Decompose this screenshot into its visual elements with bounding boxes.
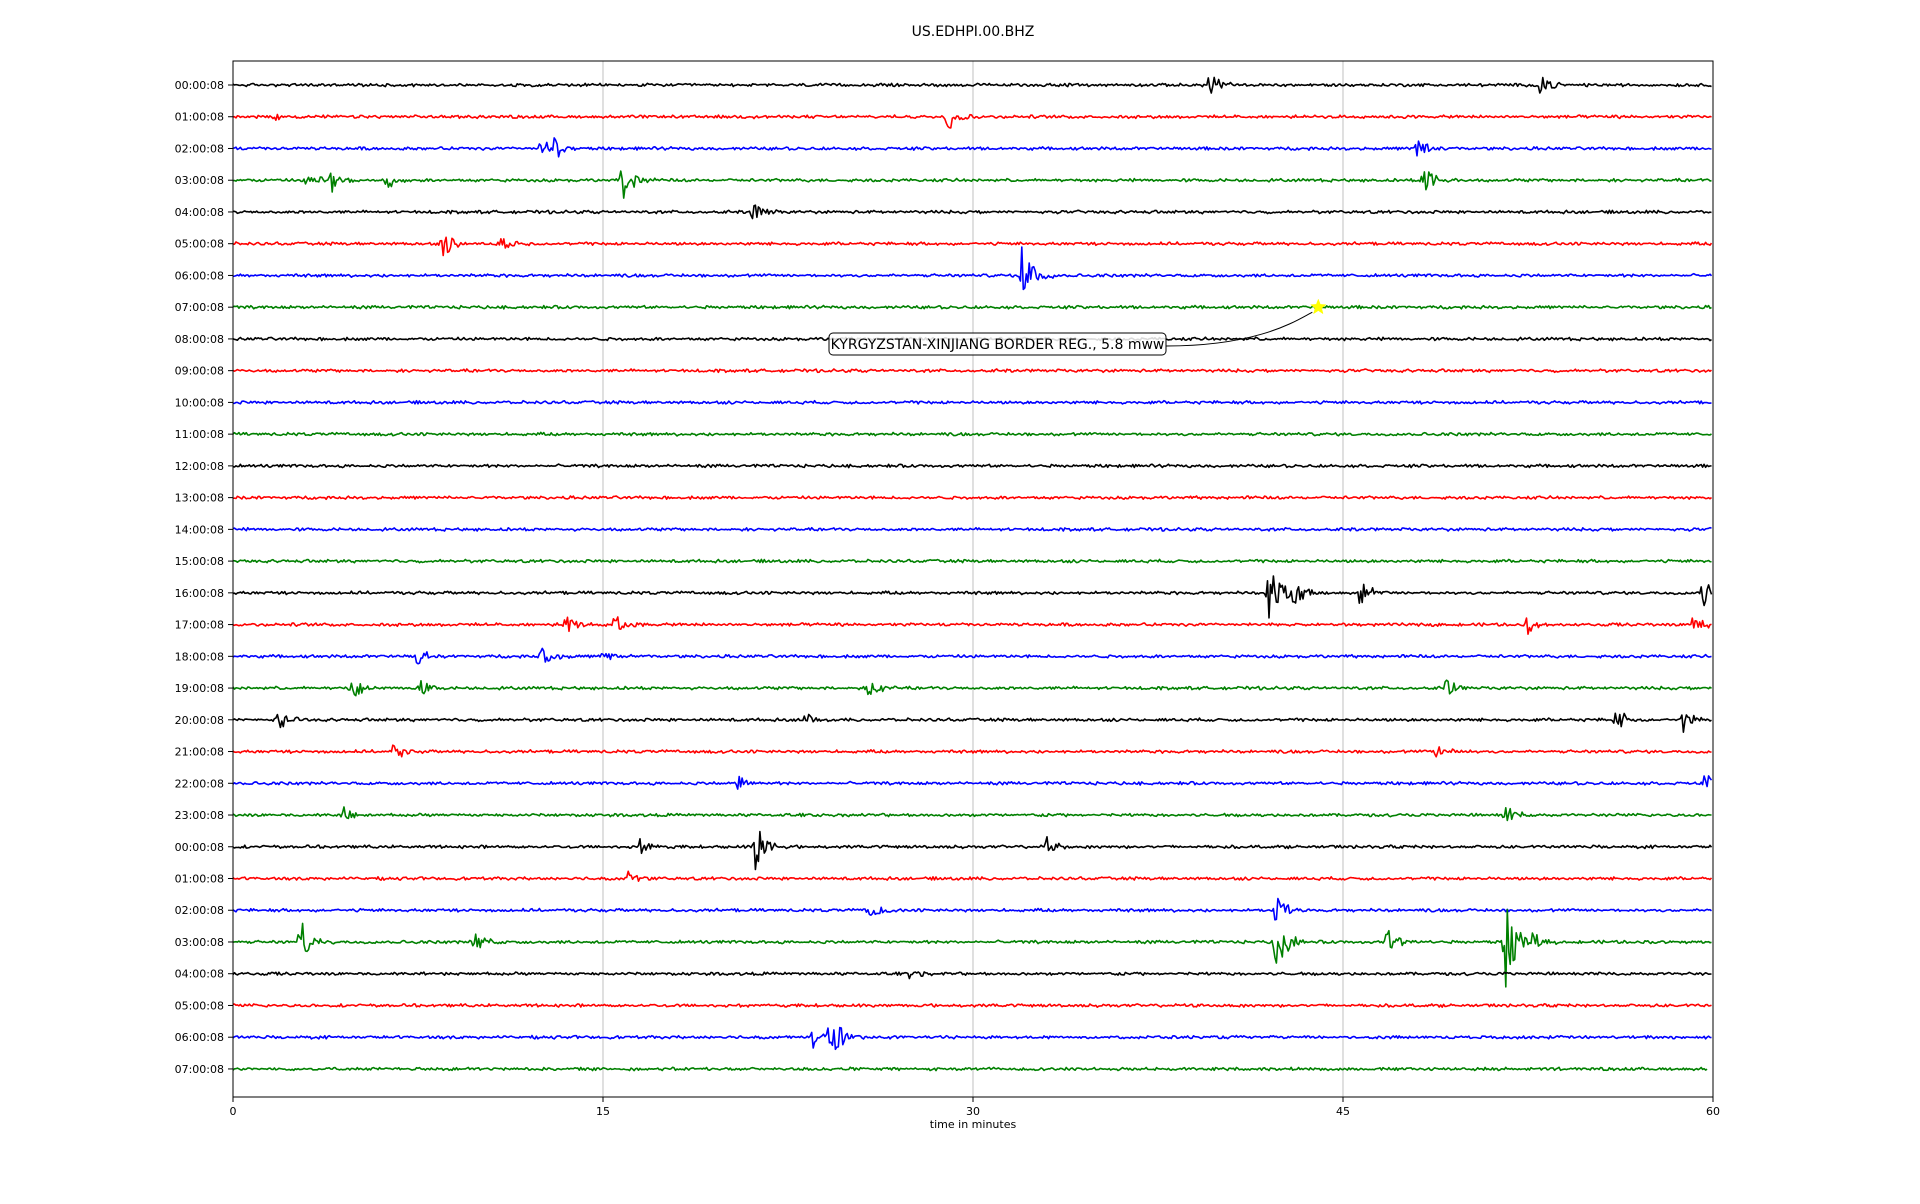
row-label: 10:00:08 <box>175 396 224 409</box>
seismic-trace <box>232 870 1713 882</box>
x-tick-label: 30 <box>966 1105 980 1118</box>
seismic-trace <box>232 775 1713 790</box>
seismic-trace <box>232 744 1712 758</box>
x-tick-label: 15 <box>596 1105 610 1118</box>
row-label: 02:00:08 <box>175 142 224 155</box>
seismic-trace <box>232 1003 1712 1008</box>
plot-frame <box>232 60 1714 1098</box>
row-label: 09:00:08 <box>175 365 224 378</box>
x-tick-label: 60 <box>1706 1105 1720 1118</box>
row-label: 21:00:08 <box>175 746 224 759</box>
row-label: 04:00:08 <box>175 206 224 219</box>
annotation-connector <box>1165 311 1313 347</box>
row-label: 11:00:08 <box>175 428 224 441</box>
event-star-marker <box>1310 298 1327 315</box>
seismic-trace <box>232 246 1713 291</box>
row-label: 12:00:08 <box>175 460 224 473</box>
row-label: 07:00:08 <box>175 301 224 314</box>
seismic-trace <box>232 806 1712 822</box>
row-label: 06:00:08 <box>175 269 224 282</box>
seismic-trace <box>232 830 1713 871</box>
row-label: 05:00:08 <box>175 999 224 1012</box>
seismic-trace <box>232 431 1712 437</box>
seismic-trace <box>232 897 1712 921</box>
seismic-trace <box>232 1026 1712 1051</box>
row-label: 00:00:08 <box>175 841 224 854</box>
row-label: 15:00:08 <box>175 555 224 568</box>
x-tick-label: 45 <box>1336 1105 1350 1118</box>
row-label: 02:00:08 <box>175 904 224 917</box>
seismic-trace <box>232 1066 1708 1072</box>
row-label: 23:00:08 <box>175 809 224 822</box>
row-label: 05:00:08 <box>175 238 224 251</box>
x-tick-label: 0 <box>230 1105 237 1118</box>
seismic-trace <box>232 575 1713 619</box>
seismic-trace <box>232 113 1712 129</box>
chart-title: US.EDHPI.00.BHZ <box>912 24 1035 40</box>
seismic-trace <box>232 368 1712 374</box>
row-label: 22:00:08 <box>175 777 224 790</box>
traces-layer <box>232 76 1713 1072</box>
row-label: 19:00:08 <box>175 682 224 695</box>
seismic-trace <box>232 647 1712 665</box>
x-axis-label: time in minutes <box>930 1118 1017 1131</box>
grid-layer <box>602 61 1344 1097</box>
row-label: 01:00:08 <box>175 873 224 886</box>
seismic-trace <box>232 137 1712 158</box>
annotation-box <box>828 332 1167 356</box>
seismic-trace <box>232 712 1712 733</box>
seismic-trace <box>232 495 1713 501</box>
seismic-trace <box>232 558 1712 564</box>
row-label: 18:00:08 <box>175 650 224 663</box>
seismic-trace <box>232 304 1712 310</box>
row-labels: 00:00:08 01:00:08 02:00:08 03:00:08 04:00:08… <box>175 79 233 1076</box>
seismic-trace <box>232 236 1713 257</box>
annotation-label: KYRGYZSTAN-XINJIANG BORDER REG., 5.8 mww <box>831 337 1165 353</box>
seismic-trace <box>232 463 1712 469</box>
row-label: 20:00:08 <box>175 714 224 727</box>
row-label: 07:00:08 <box>175 1063 224 1076</box>
seismic-trace <box>233 399 1712 405</box>
row-label: 14:00:08 <box>175 523 224 536</box>
row-label: 06:00:08 <box>175 1031 224 1044</box>
seismic-trace <box>232 908 1712 988</box>
row-label: 03:00:08 <box>175 936 224 949</box>
seismic-trace <box>232 526 1712 532</box>
row-label: 08:00:08 <box>175 333 224 346</box>
row-label: 01:00:08 <box>175 111 224 124</box>
seismic-trace <box>232 616 1712 635</box>
x-axis: 0 15 30 45 60 <box>230 1097 1720 1118</box>
seismic-trace <box>232 971 1712 980</box>
seismic-trace <box>232 679 1712 697</box>
row-label: 00:00:08 <box>175 79 224 92</box>
row-label: 03:00:08 <box>175 174 224 187</box>
row-label: 04:00:08 <box>175 968 224 981</box>
seismic-trace <box>232 204 1712 220</box>
row-label: 13:00:08 <box>175 492 224 505</box>
event-annotation: KYRGYZSTAN-XINJIANG BORDER REG., 5.8 mww <box>828 298 1327 356</box>
row-label: 16:00:08 <box>175 587 224 600</box>
row-label: 17:00:08 <box>175 619 224 632</box>
seismic-trace <box>232 76 1712 94</box>
seismic-trace <box>232 170 1712 199</box>
